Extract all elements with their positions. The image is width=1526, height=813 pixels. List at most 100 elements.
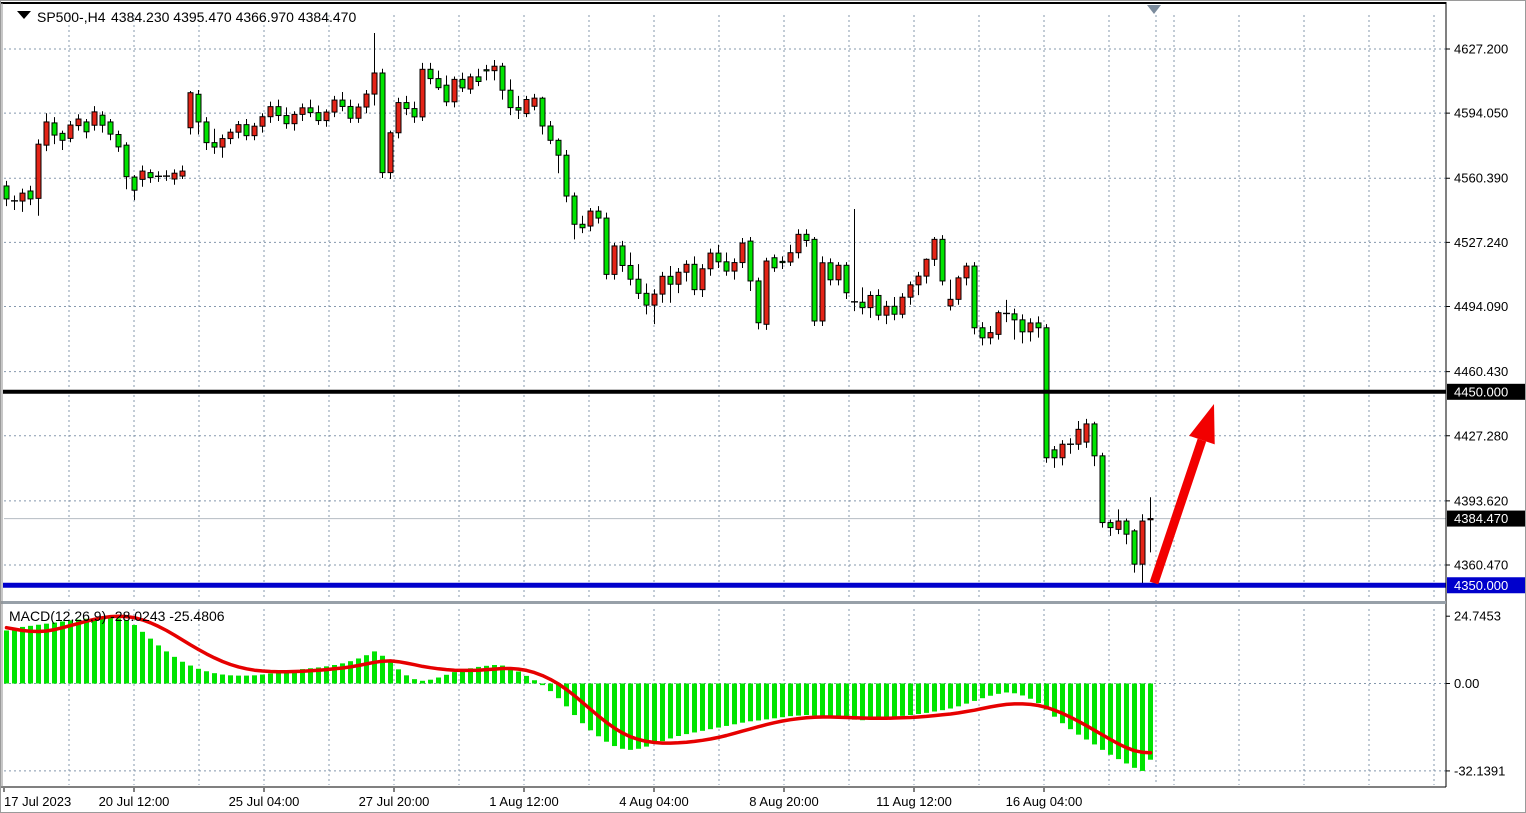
candlestick xyxy=(163,170,170,181)
candle-body xyxy=(867,294,874,309)
candle-body xyxy=(219,138,226,148)
candle-body xyxy=(747,240,754,282)
pane-divider xyxy=(1,601,1446,604)
candlestick xyxy=(51,117,58,145)
candlestick xyxy=(739,238,746,268)
macd-histogram-bar xyxy=(588,683,593,731)
macd-histogram-bar xyxy=(220,674,225,684)
candle-body xyxy=(507,89,514,109)
candlestick xyxy=(819,256,826,327)
candlestick xyxy=(147,169,154,183)
candle-body xyxy=(1083,423,1090,443)
candle-body xyxy=(195,93,202,123)
current-price-label: 4384.470 xyxy=(1454,511,1508,526)
macd-histogram-bar xyxy=(500,665,505,684)
candle-body xyxy=(779,260,786,264)
macd-histogram-bar xyxy=(412,679,417,684)
candle-body xyxy=(91,111,98,126)
candle-body xyxy=(539,97,546,127)
candlestick xyxy=(571,192,578,240)
candlestick xyxy=(307,99,314,118)
candle-body xyxy=(555,139,562,156)
candlestick xyxy=(515,95,522,120)
candle-body xyxy=(715,252,722,263)
candlestick xyxy=(643,283,650,315)
candlestick xyxy=(443,75,450,107)
candlestick xyxy=(1059,440,1066,466)
candlestick xyxy=(435,70,442,91)
candlestick xyxy=(1035,316,1042,338)
candle-body xyxy=(283,115,290,125)
macd-histogram-bar xyxy=(572,683,577,716)
candle-body xyxy=(907,284,914,298)
candle-body xyxy=(411,108,418,118)
macd-histogram-bar xyxy=(732,683,737,725)
candlestick xyxy=(35,139,42,216)
candlestick xyxy=(83,119,90,139)
candle-body xyxy=(803,233,810,242)
candle-body xyxy=(819,262,826,322)
candlestick xyxy=(387,130,394,180)
candlestick xyxy=(947,279,954,311)
macd-histogram-bar xyxy=(196,668,201,684)
chart-shift-marker-icon[interactable] xyxy=(1147,5,1161,14)
macd-histogram-bar xyxy=(724,683,729,726)
candle-body xyxy=(755,280,762,324)
candle-body xyxy=(435,78,442,89)
candlestick xyxy=(299,103,306,121)
macd-histogram-bar xyxy=(1004,683,1009,693)
macd-histogram-bar xyxy=(260,674,265,684)
candlestick xyxy=(363,90,370,114)
macd-histogram-bar xyxy=(628,683,633,750)
macd-histogram-bar xyxy=(996,683,1001,694)
candle-body xyxy=(659,275,666,295)
candle-body xyxy=(203,121,210,144)
macd-histogram-bar xyxy=(204,671,209,684)
candle-body xyxy=(611,245,618,275)
candlestick xyxy=(619,240,626,272)
macd-histogram-bar xyxy=(468,668,473,684)
candlestick xyxy=(731,258,738,280)
macd-histogram-bar xyxy=(212,673,217,684)
candlestick xyxy=(771,254,778,272)
candle-body xyxy=(523,98,530,115)
candle-body xyxy=(27,190,34,200)
macd-histogram-bar xyxy=(1028,683,1033,699)
candle-body xyxy=(171,172,178,180)
candlestick xyxy=(827,258,834,286)
candlestick xyxy=(43,113,50,152)
candlestick xyxy=(507,79,514,116)
candlestick xyxy=(115,130,122,152)
candlestick xyxy=(131,175,138,201)
time-tick-label: 25 Jul 04:00 xyxy=(229,794,300,809)
candle-body xyxy=(1059,443,1066,459)
candlestick xyxy=(179,165,186,180)
candle-body xyxy=(707,252,714,270)
candlestick xyxy=(795,229,802,259)
candle-body xyxy=(1035,322,1042,329)
candlestick xyxy=(531,93,538,111)
macd-histogram-bar xyxy=(652,683,657,744)
candlestick xyxy=(939,235,946,286)
candlestick xyxy=(275,99,282,121)
macd-histogram-bar xyxy=(812,683,817,716)
candlestick xyxy=(1019,314,1026,344)
candle-body xyxy=(979,327,986,339)
candle-body xyxy=(115,134,122,148)
candle-body xyxy=(571,195,578,225)
candlestick xyxy=(243,119,250,141)
macd-histogram-bar xyxy=(404,675,409,684)
candlestick xyxy=(1131,529,1138,573)
candle-body xyxy=(771,257,778,269)
candlestick xyxy=(683,260,690,282)
candle-body xyxy=(123,144,130,178)
candle-body xyxy=(67,124,74,139)
candlestick xyxy=(3,180,10,207)
candle-body xyxy=(955,277,962,300)
candlestick xyxy=(595,206,602,224)
symbol-dropdown-triangle-icon[interactable] xyxy=(17,11,31,19)
candle-body xyxy=(299,107,306,115)
macd-histogram-bar xyxy=(108,617,113,684)
candlestick xyxy=(331,95,338,118)
